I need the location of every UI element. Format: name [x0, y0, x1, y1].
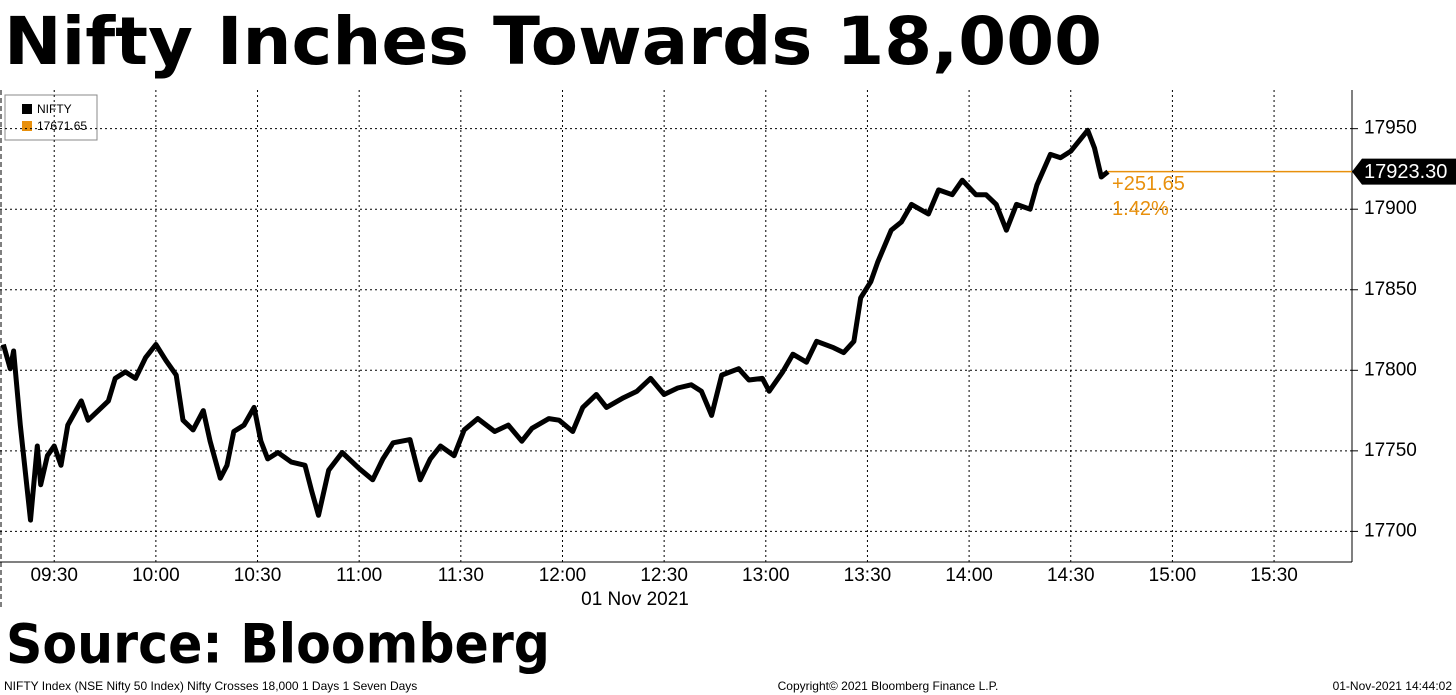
change-label: +251.65 — [1112, 173, 1185, 195]
footer-right: 01-Nov-2021 14:44:02 — [1333, 679, 1453, 693]
x-tick-label: 15:30 — [1250, 565, 1298, 586]
x-tick-label: 14:30 — [1047, 565, 1095, 586]
chart-title: Nifty Inches Towards 18,000 — [4, 3, 1102, 80]
x-tick-label: 12:30 — [640, 565, 688, 586]
y-tick-label: 17950 — [1364, 118, 1417, 139]
legend-value: 17671.65 — [37, 119, 87, 133]
last-price-label: 17923.30 — [1364, 161, 1447, 183]
source: Source: Bloomberg — [6, 613, 550, 676]
legend-swatch — [22, 104, 32, 114]
x-tick-label: 09:30 — [30, 565, 78, 586]
x-tick-label: 11:30 — [438, 565, 484, 586]
x-tick-label: 14:00 — [945, 565, 993, 586]
line — [0, 127, 1110, 523]
y-tick-label: 17900 — [1364, 198, 1417, 219]
x-tick-label: 15:00 — [1149, 565, 1197, 586]
y-tick-label: 17700 — [1364, 520, 1417, 541]
x-tick-label: 12:00 — [539, 565, 587, 586]
x-tick-label: 13:30 — [844, 565, 892, 586]
legend-box — [4, 94, 98, 141]
footer-left: NIFTY Index (NSE Nifty 50 Index) Nifty C… — [4, 679, 417, 693]
y-tick-label: 17850 — [1364, 279, 1417, 300]
x-tick-label: 11:00 — [336, 565, 382, 586]
footer-center: Copyright© 2021 Bloomberg Finance L.P. — [778, 679, 999, 693]
change-pct-label: 1.42% — [1112, 198, 1169, 220]
legend-label: NIFTY — [37, 102, 72, 116]
y-tick-label: 17800 — [1364, 359, 1417, 380]
x-tick-label: 10:00 — [132, 565, 180, 586]
legend: NIFTY 17671.65 — [4, 94, 98, 141]
y-tick-label: 17750 — [1364, 440, 1417, 461]
x-tick-label: 13:00 — [742, 565, 790, 586]
x-tick-label: 10:30 — [234, 565, 282, 586]
x-axis-label: 01 Nov 2021 — [581, 589, 689, 610]
last-price-tag — [1352, 158, 1456, 185]
legend-swatch — [22, 121, 32, 131]
